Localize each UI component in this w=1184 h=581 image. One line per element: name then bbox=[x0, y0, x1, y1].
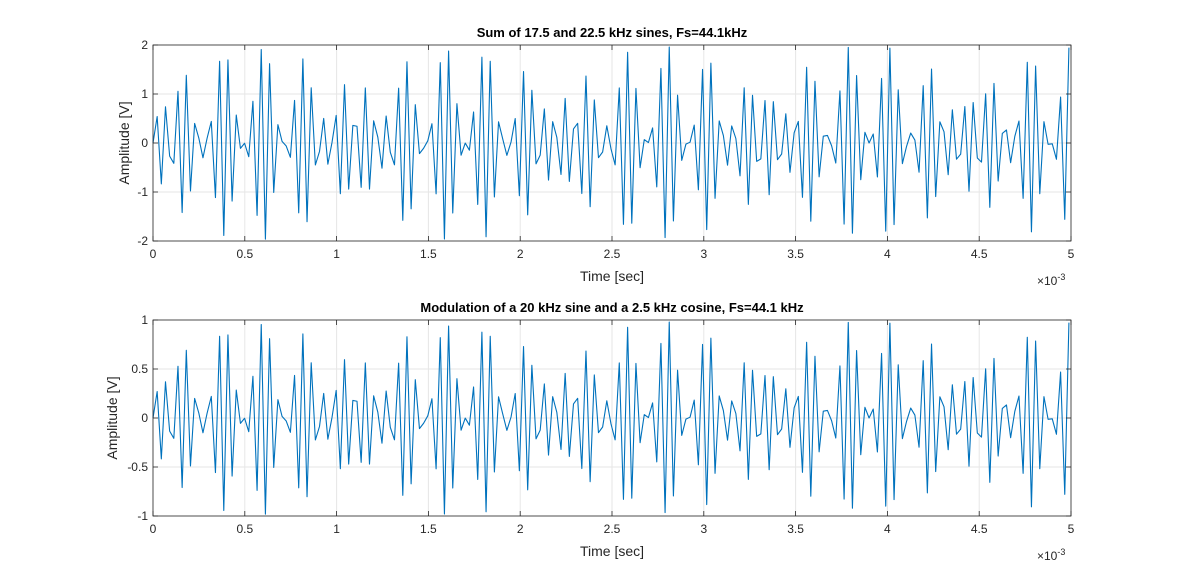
x-tick-label: 3 bbox=[700, 522, 707, 536]
x-tick-label: 3 bbox=[700, 247, 707, 261]
y-axis-label: Amplitude [V] bbox=[116, 101, 132, 184]
x-tick-label: 5 bbox=[1068, 247, 1075, 261]
x-axis-exponent: ×10-3 bbox=[1037, 547, 1065, 563]
x-tick-label: 3.5 bbox=[787, 522, 804, 536]
x-tick-label: 2.5 bbox=[604, 522, 621, 536]
x-axis-exponent: ×10-3 bbox=[1037, 272, 1065, 288]
x-tick-label: 0.5 bbox=[236, 247, 253, 261]
y-tick-label: 2 bbox=[141, 38, 148, 52]
x-axis-label: Time [sec] bbox=[580, 268, 644, 284]
x-tick-label: 1.5 bbox=[420, 247, 437, 261]
x-tick-label: 2.5 bbox=[604, 247, 621, 261]
x-tick-label: 1.5 bbox=[420, 522, 437, 536]
y-tick-label: -1 bbox=[137, 185, 148, 199]
y-tick-label: -0.5 bbox=[127, 460, 148, 474]
x-tick-label: 0 bbox=[150, 522, 157, 536]
chart-title: Sum of 17.5 and 22.5 kHz sines, Fs=44.1k… bbox=[477, 25, 748, 40]
x-tick-label: 1 bbox=[333, 522, 340, 536]
y-tick-label: -2 bbox=[137, 234, 148, 248]
chart-title: Modulation of a 20 kHz sine and a 2.5 kH… bbox=[420, 300, 804, 315]
x-tick-label: 3.5 bbox=[787, 247, 804, 261]
series-line bbox=[152, 46, 1070, 240]
x-tick-label: 0 bbox=[150, 247, 157, 261]
x-tick-label: 4.5 bbox=[971, 247, 988, 261]
subplot-1: 0 0.5 1 1.5 2 2.5 3 3.5 4 4.5 5 -2 -1 0 1 2 Sum of 17.5 … bbox=[116, 25, 1075, 288]
y-axis-label: Amplitude [V] bbox=[104, 376, 120, 459]
x-tick-label: 5 bbox=[1068, 522, 1075, 536]
x-tick-label: 1 bbox=[333, 247, 340, 261]
subplot-2: 0 0.5 1 1.5 2 2.5 3 3.5 4 4.5 5 -1 -0.5 0 0.5 1 Modulati… bbox=[104, 300, 1075, 563]
y-tick-label: 0 bbox=[141, 411, 148, 425]
x-tick-label: 2 bbox=[517, 247, 524, 261]
y-tick-label: 1 bbox=[141, 313, 148, 327]
x-axis-label: Time [sec] bbox=[580, 543, 644, 559]
y-tick-label: -1 bbox=[137, 509, 148, 523]
x-tick-label: 4.5 bbox=[971, 522, 988, 536]
y-tick-label: 1 bbox=[141, 87, 148, 101]
x-tick-label: 0.5 bbox=[236, 522, 253, 536]
x-tick-label: 4 bbox=[884, 522, 891, 536]
y-tick-label: 0.5 bbox=[131, 362, 148, 376]
series-line bbox=[152, 321, 1070, 515]
x-tick-label: 4 bbox=[884, 247, 891, 261]
x-tick-label: 2 bbox=[517, 522, 524, 536]
y-tick-label: 0 bbox=[141, 136, 148, 150]
